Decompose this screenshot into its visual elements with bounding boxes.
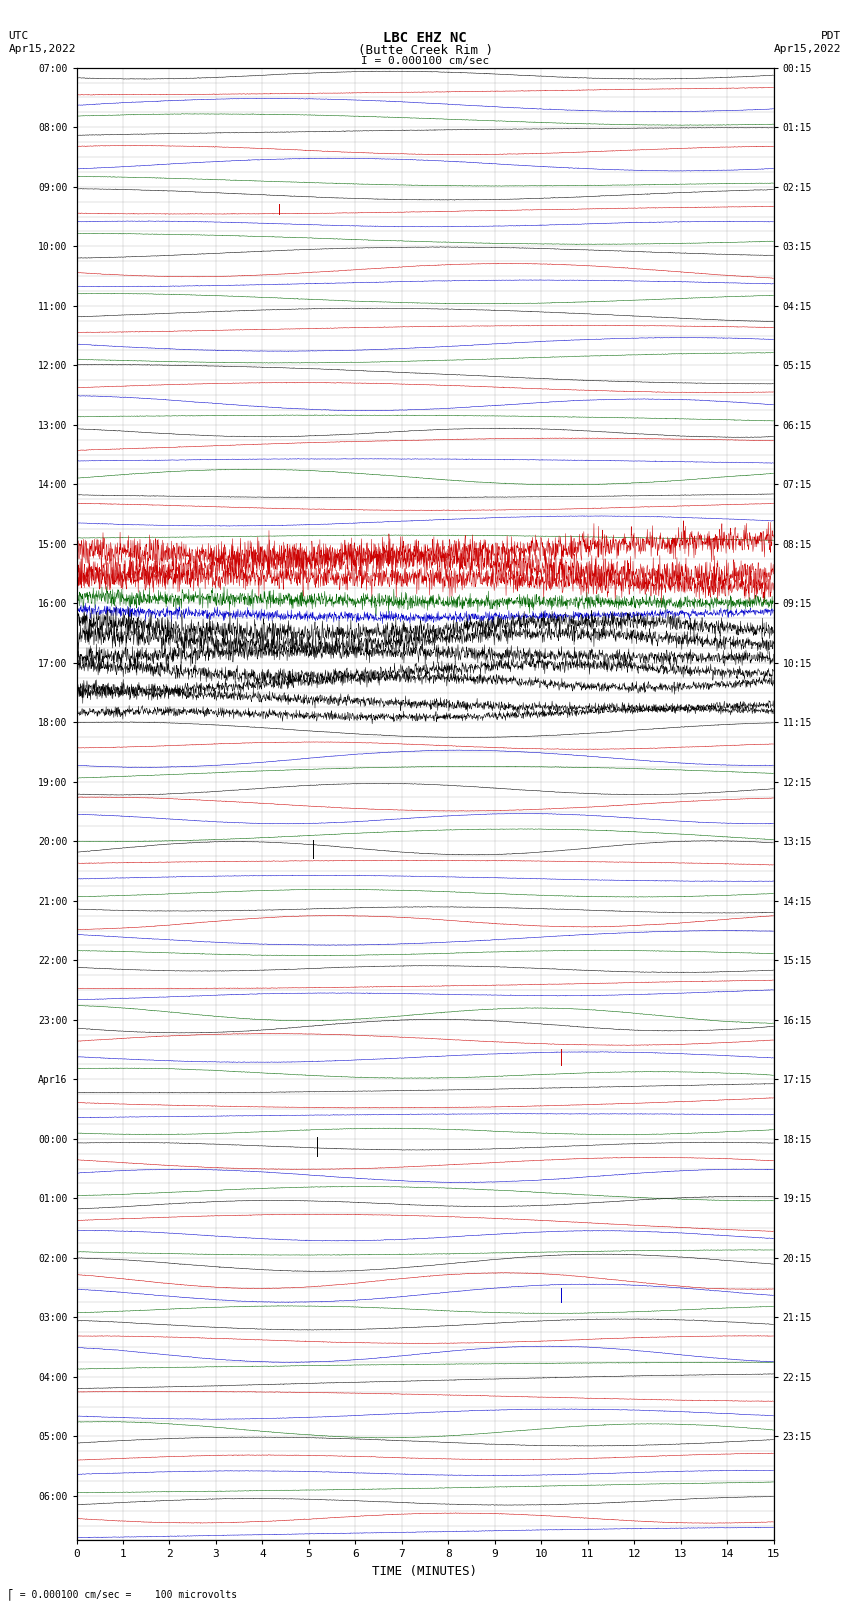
X-axis label: TIME (MINUTES): TIME (MINUTES): [372, 1565, 478, 1578]
Text: ⎡ = 0.000100 cm/sec =    100 microvolts: ⎡ = 0.000100 cm/sec = 100 microvolts: [8, 1589, 238, 1600]
Text: UTC: UTC: [8, 31, 29, 40]
Text: Apr15,2022: Apr15,2022: [774, 44, 842, 53]
Text: (Butte Creek Rim ): (Butte Creek Rim ): [358, 44, 492, 56]
Text: LBC EHZ NC: LBC EHZ NC: [383, 31, 467, 45]
Text: Apr15,2022: Apr15,2022: [8, 44, 76, 53]
Text: PDT: PDT: [821, 31, 842, 40]
Text: I = 0.000100 cm/sec: I = 0.000100 cm/sec: [361, 56, 489, 66]
